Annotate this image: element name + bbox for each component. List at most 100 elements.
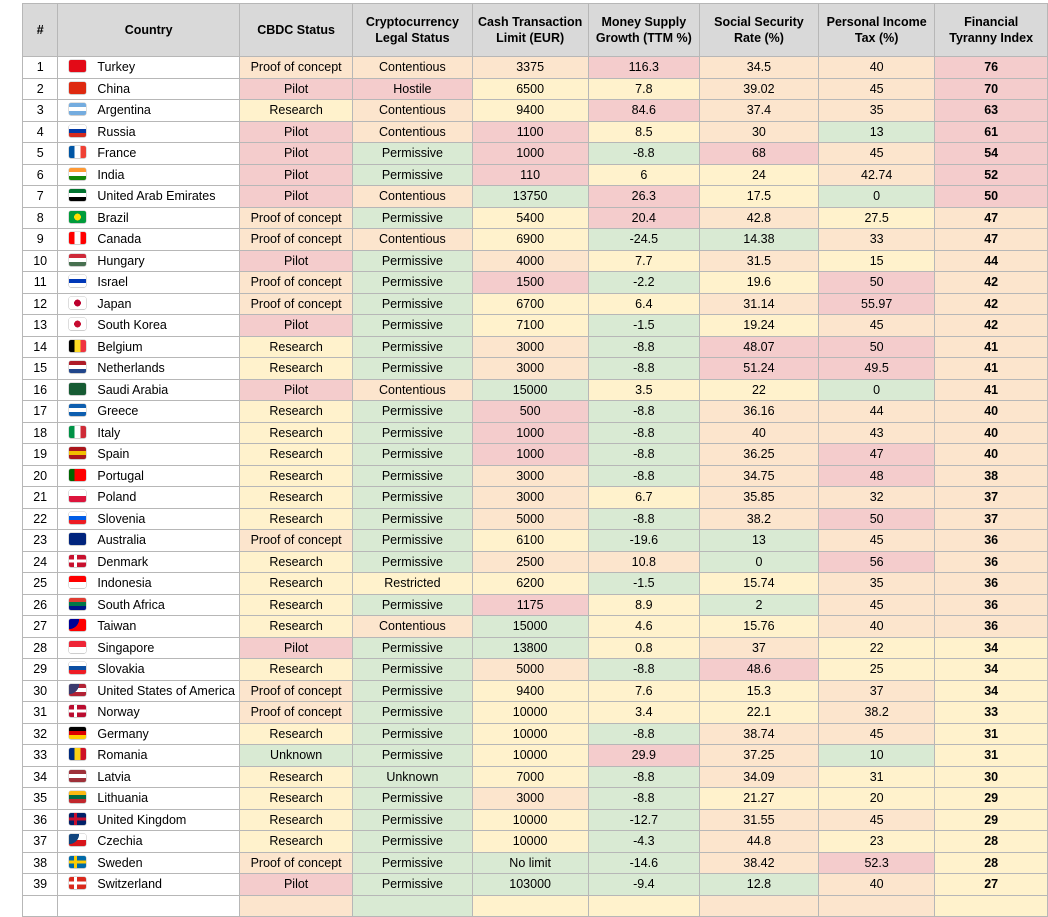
country-cell: Lithuania — [57, 787, 240, 810]
personal_income_tax-cell: 55.97 — [817, 292, 936, 315]
table-row: 11 Israel Proof of concept Permissive 1500 -2… — [21, 271, 1048, 294]
tyranny_index-cell: 38 — [934, 464, 1048, 487]
cash_limit-cell: 500 — [471, 400, 589, 423]
crypto_legal_status-cell: Permissive — [352, 636, 473, 659]
cash_limit-cell: 9400 — [471, 99, 589, 122]
cash_limit-cell: 1000 — [471, 142, 589, 165]
country-cell: United States of America — [57, 679, 240, 702]
country-name: Taiwan — [97, 619, 137, 634]
rank-cell: 14 — [21, 335, 59, 358]
tyranny_index-cell: 47 — [934, 206, 1048, 229]
flag-icon-germany — [69, 726, 87, 739]
header-row: # Country CBDC Status Cryptocurrency Legal … — [21, 3, 1048, 57]
money_supply_growth-cell: 26.3 — [587, 185, 700, 208]
country-name: Singapore — [97, 640, 155, 655]
flag-icon-sweden — [69, 855, 87, 868]
tyranny_index-cell: 52 — [934, 163, 1048, 186]
cash_limit-cell: 1100 — [471, 120, 589, 143]
country-cell: Australia — [57, 529, 240, 552]
crypto_legal_status-cell: Unknown — [352, 765, 473, 788]
country-cell: Saudi Arabia — [57, 378, 240, 401]
crypto_legal_status-cell: Permissive — [352, 400, 473, 423]
money_supply_growth-cell: 6.4 — [587, 292, 700, 315]
country-name: United Kingdom — [97, 812, 187, 827]
money_supply_growth-cell: 29.9 — [587, 744, 700, 767]
tyranny_index-cell: 70 — [934, 77, 1048, 100]
partial-cell — [238, 894, 354, 917]
rank-cell: 22 — [21, 507, 59, 530]
social_security_rate-cell: 15.74 — [698, 572, 819, 595]
personal_income_tax-cell: 44 — [817, 400, 936, 423]
money_supply_growth-cell: -8.8 — [587, 400, 700, 423]
table-row: 5 France Pilot Permissive 1000 -8.8 68 45 54 — [21, 142, 1048, 165]
social_security_rate-cell: 13 — [698, 529, 819, 552]
flag-icon-south-africa — [69, 597, 87, 610]
money_supply_growth-cell: 6.7 — [587, 486, 700, 509]
crypto_legal_status-cell: Permissive — [352, 443, 473, 466]
table-row: 6 India Pilot Permissive 110 6 24 42.74 52 — [21, 163, 1048, 186]
cbdc_status-cell: Proof of concept — [238, 271, 354, 294]
rank-cell: 35 — [21, 787, 59, 810]
flag-icon-turkey — [69, 60, 87, 73]
country-name: Greece — [97, 404, 139, 419]
column-header-money_supply_growth: Money Supply Growth (TTM %) — [587, 3, 700, 57]
cash_limit-cell: 103000 — [471, 873, 589, 896]
cash_limit-cell: 1500 — [471, 271, 589, 294]
table-header: # Country CBDC Status Cryptocurrency Legal … — [21, 3, 1048, 57]
cash_limit-cell: 5400 — [471, 206, 589, 229]
flag-icon-united-kingdom — [69, 812, 87, 825]
cbdc_status-cell: Research — [238, 99, 354, 122]
rank-cell: 19 — [21, 443, 59, 466]
crypto_legal_status-cell: Permissive — [352, 529, 473, 552]
partial-cell — [698, 894, 819, 917]
table-row: 25 Indonesia Research Restricted 6200 -1.5 15.… — [21, 572, 1048, 595]
money_supply_growth-cell: -14.6 — [587, 851, 700, 874]
social_security_rate-cell: 0 — [698, 550, 819, 573]
rank-cell: 1 — [21, 56, 59, 79]
flag-icon-united-arab-emirates — [69, 189, 87, 202]
country-cell: Indonesia — [57, 572, 240, 595]
table-body: 1 Turkey Proof of concept Contentious 3375 11… — [21, 56, 1048, 917]
cbdc_status-cell: Pilot — [238, 873, 354, 896]
country-cell: South Africa — [57, 593, 240, 616]
cash_limit-cell: 13800 — [471, 636, 589, 659]
rank-cell: 26 — [21, 593, 59, 616]
social_security_rate-cell: 35.85 — [698, 486, 819, 509]
rank-cell: 8 — [21, 206, 59, 229]
cash_limit-cell: 10000 — [471, 744, 589, 767]
rank-cell: 6 — [21, 163, 59, 186]
cbdc_status-cell: Research — [238, 335, 354, 358]
cbdc_status-cell: Research — [238, 658, 354, 681]
tyranny_index-cell: 63 — [934, 99, 1048, 122]
cash_limit-cell: 3000 — [471, 787, 589, 810]
cbdc_status-cell: Proof of concept — [238, 701, 354, 724]
social_security_rate-cell: 34.5 — [698, 56, 819, 79]
cash_limit-cell: 1000 — [471, 443, 589, 466]
cbdc_status-cell: Proof of concept — [238, 679, 354, 702]
cash_limit-cell: 15000 — [471, 615, 589, 638]
cash_limit-cell: 10000 — [471, 830, 589, 853]
partial-cell — [57, 894, 240, 917]
money_supply_growth-cell: -8.8 — [587, 464, 700, 487]
flag-icon-canada — [69, 232, 87, 245]
column-header-cash_limit: Cash Transaction Limit (EUR) — [471, 3, 589, 57]
country-name: Romania — [97, 748, 148, 763]
tyranny_index-cell: 40 — [934, 400, 1048, 423]
personal_income_tax-cell: 45 — [817, 77, 936, 100]
cbdc_status-cell: Research — [238, 830, 354, 853]
country-name: Hungary — [97, 253, 145, 268]
country-name: France — [97, 146, 137, 161]
column-header-rank: # — [21, 3, 59, 57]
table-row: 9 Canada Proof of concept Contentious 6900 -2… — [21, 228, 1048, 251]
table-row: 22 Slovenia Research Permissive 5000 -8.8 38.2… — [21, 507, 1048, 530]
column-header-social_security_rate: Social Security Rate (%) — [698, 3, 819, 57]
country-cell: South Korea — [57, 314, 240, 337]
personal_income_tax-cell: 45 — [817, 722, 936, 745]
rank-cell: 34 — [21, 765, 59, 788]
table-row: 4 Russia Pilot Contentious 1100 8.5 30 13 61 — [21, 120, 1048, 143]
flag-icon-india — [69, 167, 87, 180]
social_security_rate-cell: 22.1 — [698, 701, 819, 724]
flag-icon-romania — [69, 748, 87, 761]
table-row: 38 Sweden Proof of concept Permissive No lim… — [21, 851, 1048, 874]
rank-cell: 23 — [21, 529, 59, 552]
